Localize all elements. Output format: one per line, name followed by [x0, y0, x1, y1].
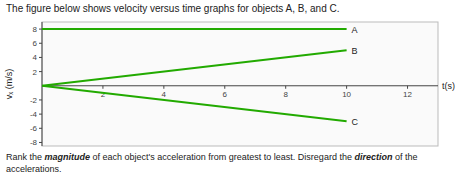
x-tick [285, 86, 286, 89]
series-line [42, 86, 347, 121]
x-axis-label: t(s) [442, 81, 455, 91]
footer-text: of each object's acceleration from great… [90, 152, 354, 162]
y-tick-label: -2 [30, 96, 38, 105]
series-label: A [352, 25, 358, 35]
x-axis [42, 85, 438, 86]
x-tick [102, 86, 103, 89]
plot-frame [42, 22, 438, 146]
y-tick [39, 71, 42, 72]
series-label: B [352, 46, 358, 56]
y-tick [39, 29, 42, 30]
y-axis [42, 22, 43, 146]
x-tick-label: 12 [403, 90, 412, 99]
x-tick [346, 86, 347, 89]
x-tick-label: 2 [101, 90, 106, 99]
series-line [42, 28, 347, 30]
y-tick-label: 6 [33, 39, 38, 48]
x-tick-label: 8 [283, 90, 288, 99]
y-tick-label: 2 [33, 68, 38, 77]
title: The figure below shows velocity versus t… [6, 3, 340, 14]
y-tick [39, 142, 42, 143]
x-tick-label: 6 [223, 90, 228, 99]
y-tick [39, 114, 42, 115]
y-axis-label: vₓ (m/s) [4, 69, 14, 99]
y-tick [39, 128, 42, 129]
x-tick-label: 4 [162, 90, 167, 99]
y-tick-label: -8 [30, 138, 38, 147]
x-tick [407, 86, 408, 89]
y-tick [39, 57, 42, 58]
footer-text: magnitude [45, 152, 91, 162]
y-tick-label: -4 [30, 110, 38, 119]
series-label: C [352, 117, 359, 127]
footer-text: direction [354, 152, 392, 162]
footer-text: Rank the [6, 152, 45, 162]
x-tick [224, 86, 225, 89]
y-tick-label: 4 [33, 53, 38, 62]
y-tick-label: -6 [30, 124, 38, 133]
y-tick [39, 99, 42, 100]
footer: Rank the magnitude of each object's acce… [6, 151, 468, 175]
y-tick [39, 43, 42, 44]
x-tick [163, 86, 164, 89]
y-tick-label: 8 [33, 25, 38, 34]
series-line [42, 50, 347, 85]
x-tick-label: 10 [342, 90, 351, 99]
